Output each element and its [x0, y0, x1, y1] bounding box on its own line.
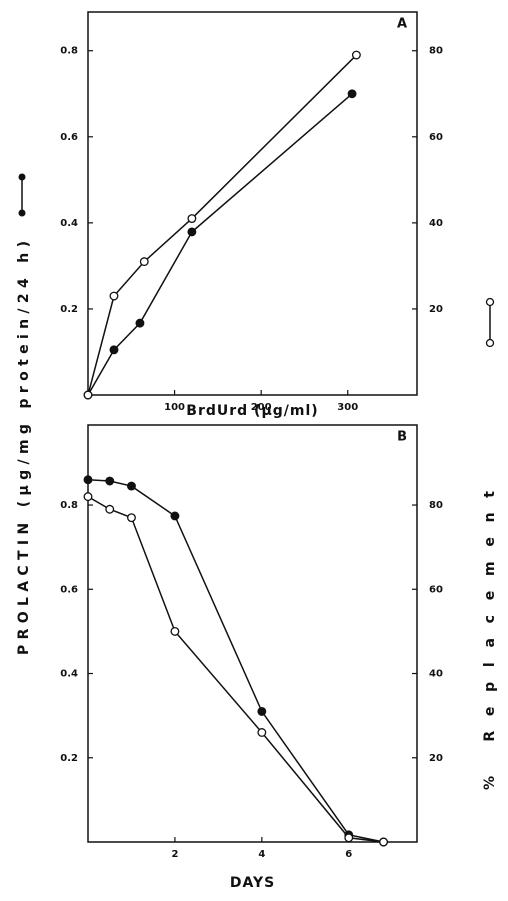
panel-label: A	[397, 17, 407, 32]
y2-tick-label: 80	[429, 500, 443, 511]
x-tick-label: 6	[345, 849, 352, 860]
data-point	[379, 837, 388, 847]
y2-tick-label: 80	[429, 46, 443, 57]
data-point	[105, 504, 115, 514]
panel-label: B	[397, 430, 407, 445]
y2-tick-label: 20	[429, 753, 443, 764]
data-point	[83, 475, 93, 485]
series-line	[87, 54, 357, 396]
x-axis-label: DAYS	[230, 875, 275, 891]
x-axis-label: BrdUrd (μg/ml)	[186, 403, 318, 419]
y-axis-label: PROLACTIN (μg/mg protein/24 h)	[16, 240, 32, 655]
data-point	[105, 476, 115, 486]
y-tick-label: 0.6	[60, 584, 78, 595]
y-legend-symbol	[18, 173, 26, 217]
y-tick-label: 0.8	[60, 46, 78, 57]
plot-frame	[87, 424, 418, 843]
y2-tick-label: 40	[429, 218, 443, 229]
y-tick-label: 0.4	[60, 669, 78, 680]
x-tick-label: 300	[337, 402, 358, 413]
series-line	[87, 479, 384, 843]
y-tick-label: 0.4	[60, 218, 78, 229]
data-point	[139, 257, 149, 267]
y-tick-label: 0.8	[60, 500, 78, 511]
y2-tick-label: 20	[429, 304, 443, 315]
data-point	[170, 626, 180, 636]
data-point	[109, 345, 119, 355]
data-point	[187, 214, 197, 224]
data-point	[83, 390, 93, 400]
data-point	[347, 89, 357, 99]
data-point	[127, 481, 136, 491]
data-point	[127, 513, 136, 523]
data-point	[187, 227, 197, 237]
data-point	[257, 706, 267, 716]
y2-tick-label: 60	[429, 584, 443, 595]
x-tick-label: 2	[171, 849, 178, 860]
y-tick-label: 0.2	[60, 753, 78, 764]
plot-frame	[87, 11, 418, 396]
y-tick-label: 0.2	[60, 304, 78, 315]
data-point	[135, 318, 145, 328]
series-line	[87, 93, 353, 396]
data-point	[257, 728, 267, 737]
y2-tick-label: 40	[429, 669, 443, 680]
data-point	[344, 833, 354, 843]
data-point	[351, 50, 361, 60]
series-line	[87, 495, 384, 843]
y2-legend-symbol	[485, 297, 495, 348]
y-tick-label: 0.6	[60, 132, 78, 143]
x-tick-label: 4	[258, 849, 265, 860]
y2-tick-label: 60	[429, 132, 443, 143]
data-point	[83, 492, 93, 502]
x-tick-label: 200	[251, 402, 272, 413]
x-tick-label: 100	[164, 402, 185, 413]
data-point	[109, 291, 119, 301]
data-point	[170, 511, 180, 521]
y2-axis-label: % Replacement	[482, 490, 498, 790]
